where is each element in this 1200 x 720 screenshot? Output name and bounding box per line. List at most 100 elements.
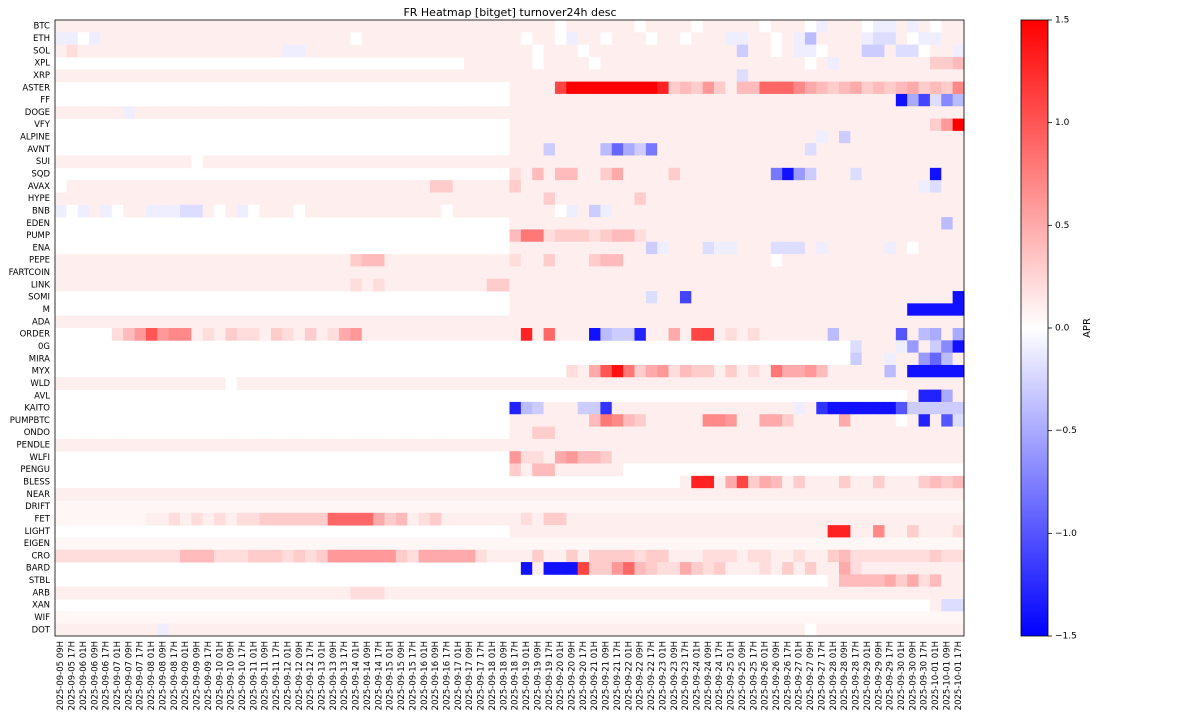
heatmap-cell: [770, 438, 783, 452]
heatmap-cell: [623, 512, 635, 526]
heatmap-cell: [850, 106, 863, 119]
heatmap-cell: [804, 291, 817, 304]
heatmap-cell: [304, 106, 317, 119]
heatmap-cell: [634, 278, 647, 292]
heatmap-cell: [270, 488, 283, 501]
x-tick-label: 2025-09-29 09H: [874, 641, 884, 710]
heatmap-cell: [89, 377, 101, 390]
heatmap-cell: [952, 414, 965, 427]
heatmap-cell: [543, 512, 556, 526]
heatmap-cell: [634, 254, 647, 267]
heatmap-cell: [191, 266, 204, 280]
x-tick-label: 2025-09-07 17H: [136, 641, 146, 710]
heatmap-cell: [952, 167, 965, 181]
heatmap-cell: [679, 192, 692, 206]
heatmap-cell: [634, 549, 647, 563]
heatmap-cell: [759, 229, 772, 243]
heatmap-cell: [895, 254, 908, 267]
heatmap-cell: [304, 426, 317, 440]
heatmap-cell: [827, 549, 840, 563]
heatmap-cell: [452, 44, 465, 58]
heatmap-cell: [861, 426, 874, 440]
heatmap-cell: [725, 266, 738, 280]
heatmap-cell: [714, 500, 726, 514]
heatmap-cell: [566, 315, 579, 329]
heatmap-cell: [89, 204, 101, 218]
heatmap-cell: [759, 217, 772, 230]
heatmap-cell: [759, 254, 772, 267]
heatmap-cell: [839, 81, 851, 95]
heatmap-cell: [861, 44, 874, 58]
x-tick-label: 2025-09-06 17H: [102, 641, 112, 710]
heatmap-cell: [793, 512, 806, 526]
heatmap-cell: [168, 512, 181, 526]
heatmap-cell: [134, 266, 147, 280]
heatmap-cell: [157, 500, 170, 514]
heatmap-cell: [952, 586, 965, 600]
heatmap-cell: [361, 537, 374, 551]
heatmap-cell: [759, 537, 772, 551]
heatmap-cell: [486, 180, 499, 193]
y-tick-label: VFY: [34, 120, 51, 130]
heatmap-cell: [111, 328, 124, 341]
heatmap-cell: [566, 586, 579, 600]
heatmap-cell: [520, 204, 533, 218]
heatmap-cell: [793, 241, 806, 255]
heatmap-cell: [475, 315, 488, 329]
heatmap-cell: [748, 44, 760, 58]
heatmap-cell: [532, 69, 544, 82]
heatmap-cell: [816, 106, 829, 119]
heatmap-cell: [304, 586, 317, 600]
heatmap-cell: [202, 328, 215, 341]
heatmap-cell: [782, 500, 794, 514]
heatmap-cell: [918, 500, 931, 514]
heatmap-cell: [804, 81, 817, 95]
heatmap-cell: [191, 488, 204, 501]
heatmap-cell: [600, 20, 613, 33]
heatmap-cell: [566, 180, 579, 193]
heatmap-cell: [55, 106, 67, 119]
heatmap-cell: [634, 130, 647, 144]
heatmap-cell: [100, 32, 113, 46]
heatmap-cell: [804, 549, 817, 563]
heatmap-cell: [702, 438, 715, 452]
heatmap-cell: [929, 217, 942, 230]
heatmap-cell: [55, 537, 67, 551]
heatmap-cell: [145, 278, 158, 292]
y-tick-label: SQD: [31, 170, 50, 180]
heatmap-cell: [214, 611, 226, 625]
heatmap-cell: [929, 278, 942, 292]
heatmap-cell: [736, 537, 749, 551]
heatmap-cell: [816, 56, 829, 70]
heatmap-cell: [566, 512, 579, 526]
heatmap-cell: [850, 204, 863, 218]
heatmap-cell: [214, 549, 226, 563]
chart-title: FR Heatmap [bitget] turnover24h desc: [403, 6, 616, 19]
heatmap-cell: [907, 352, 919, 366]
heatmap-cell: [657, 315, 669, 329]
heatmap-cell: [691, 500, 704, 514]
heatmap-cell: [827, 623, 840, 637]
heatmap-cell: [873, 562, 885, 575]
heatmap-cell: [611, 537, 624, 551]
heatmap-cell: [884, 562, 897, 575]
heatmap-cell: [736, 106, 749, 119]
heatmap-cell: [645, 204, 658, 218]
heatmap-cell: [520, 537, 533, 551]
heatmap-cell: [395, 377, 408, 390]
heatmap-cell: [714, 229, 726, 243]
heatmap-cell: [611, 180, 624, 193]
heatmap-cell: [611, 217, 624, 230]
heatmap-cell: [123, 278, 135, 292]
heatmap-cell: [441, 537, 454, 551]
heatmap-cell: [611, 315, 624, 329]
heatmap-cell: [611, 106, 624, 119]
heatmap-cell: [543, 562, 556, 575]
heatmap-cell: [873, 241, 885, 255]
heatmap-cell: [418, 623, 431, 637]
heatmap-cell: [577, 241, 590, 255]
heatmap-cell: [475, 278, 488, 292]
heatmap-cell: [361, 500, 374, 514]
y-tick-label: AVNT: [27, 145, 50, 155]
heatmap-cell: [464, 254, 476, 267]
